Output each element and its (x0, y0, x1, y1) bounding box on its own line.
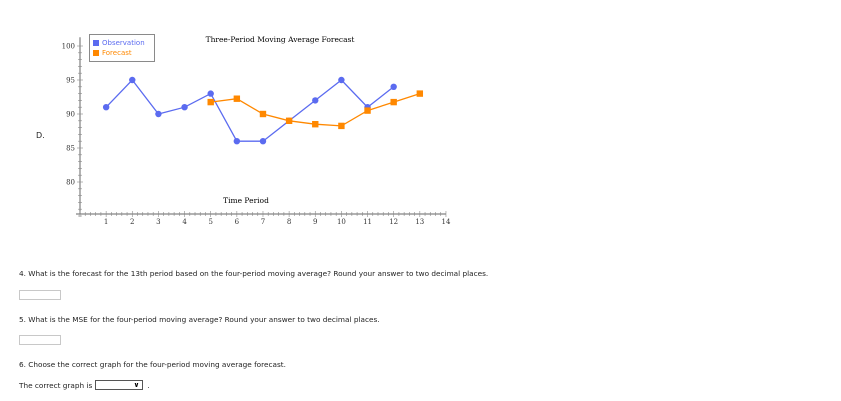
question-6-suffix: . (147, 380, 150, 390)
forecast-point (233, 95, 241, 102)
forecast-point (338, 122, 345, 130)
x-tick-label: 6 (235, 218, 240, 226)
x-tick-label: 5 (208, 218, 212, 226)
legend-item-forecast: Forecast (93, 48, 151, 58)
question-5-answer-input[interactable] (19, 335, 61, 345)
x-axis-label: Time Period (223, 196, 269, 205)
x-tick-label: 2 (130, 218, 134, 226)
question-6-text: 6. Choose the correct graph for the four… (19, 360, 286, 369)
x-tick-label: 10 (337, 218, 346, 226)
option-label-d: D. (36, 131, 45, 140)
question-4-answer-input[interactable] (19, 290, 61, 300)
observation-point (155, 110, 162, 118)
forecast-point (364, 107, 371, 114)
forecast-point (207, 98, 214, 106)
question-4-text: 4. What is the forecast for the 13th per… (19, 269, 489, 278)
observation-point (233, 138, 241, 145)
observation-point (312, 97, 319, 104)
observation-point (181, 104, 188, 111)
forecast-point (312, 121, 319, 128)
x-tick-label: 14 (441, 218, 450, 226)
legend-label-observation: Observation (102, 39, 145, 47)
moving-average-chart: 80 85 90 95 100 1 2 3 4 5 6 7 8 9 10 11 12 13 14 Three-Peri… (0, 0, 470, 240)
series-line-observation (105, 79, 395, 142)
observation-point (102, 104, 110, 111)
y-tick-label: 100 (62, 43, 75, 51)
observation-point (207, 90, 214, 97)
y-tick-label: 85 (66, 145, 75, 153)
observation-point (259, 138, 267, 145)
observation-point (390, 83, 397, 91)
chevron-down-icon: ∨ (133, 381, 140, 389)
x-tick-label: 8 (287, 218, 291, 226)
forecast-point (259, 110, 267, 118)
observation-point (129, 76, 136, 84)
y-tick-label: 80 (66, 179, 75, 187)
x-tick-label: 4 (182, 218, 187, 226)
x-tick-label: 9 (313, 218, 317, 226)
observation-point (338, 76, 345, 84)
y-tick-label: 90 (66, 111, 75, 119)
graph-choice-select[interactable]: ∨ (95, 380, 144, 390)
x-tick-label: 13 (415, 218, 424, 226)
legend-label-forecast: Forecast (102, 49, 132, 57)
legend-item-observation: Observation (93, 38, 151, 48)
x-tick-label: 12 (389, 218, 398, 226)
chart-title: Three-Period Moving Average Forecast (206, 35, 355, 44)
x-tick-label: 7 (261, 218, 265, 226)
forecast-point (390, 98, 397, 106)
question-5-text: 5. What is the MSE for the four-period m… (19, 315, 380, 324)
x-tick-label: 1 (104, 218, 108, 226)
question-6-prompt: The correct graph is (19, 380, 93, 390)
forecast-point (285, 117, 293, 124)
question-6-answer-row: The correct graph is ∨ . (19, 380, 150, 390)
y-tick-label: 95 (66, 77, 75, 85)
observation-swatch-icon (93, 40, 99, 46)
chart-legend: Observation Forecast (89, 34, 155, 62)
x-tick-label: 11 (363, 218, 372, 226)
forecast-swatch-icon (93, 50, 99, 56)
forecast-point (416, 90, 424, 97)
x-tick-label: 3 (156, 218, 160, 226)
